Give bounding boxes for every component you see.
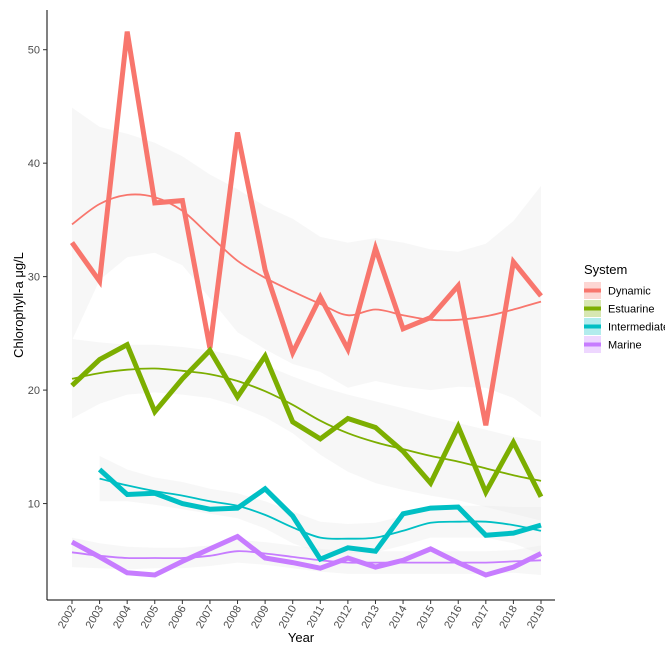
legend: System Dynamic Estuarine Intermediate Marin… — [584, 262, 665, 353]
axes — [46, 10, 555, 601]
x-axis-title: Year — [288, 630, 315, 645]
band-marine — [72, 537, 541, 575]
smooth-line-intermediate — [99, 477, 542, 540]
y-tick-label: 30 — [28, 272, 40, 284]
series-line-intermediate — [97, 467, 542, 563]
y-tick-label: 20 — [28, 385, 40, 397]
series-line-dynamic — [69, 31, 543, 426]
legend-label-dynamic: Dynamic — [608, 286, 651, 298]
y-tick-label: 50 — [28, 45, 40, 57]
legend-label-marine: Marine — [608, 340, 642, 352]
y-tick-label: 10 — [28, 499, 40, 511]
legend-label-intermediate: Intermediate — [608, 322, 665, 334]
y-axis-title: Chlorophyll-a μg/L — [11, 252, 26, 358]
series-line-marine — [70, 533, 543, 578]
smooth-line-estuarine — [71, 367, 542, 482]
y-axis-ticks: 10 20 30 40 50 — [28, 45, 47, 511]
band-intermediate — [99, 455, 541, 555]
band-dynamic — [72, 107, 541, 418]
y-tick-label: 40 — [28, 158, 40, 170]
series-line-estuarine — [70, 341, 544, 498]
data-lines — [69, 31, 544, 578]
legend-title: System — [584, 262, 627, 277]
legend-label-estuarine: Estuarine — [608, 304, 654, 316]
